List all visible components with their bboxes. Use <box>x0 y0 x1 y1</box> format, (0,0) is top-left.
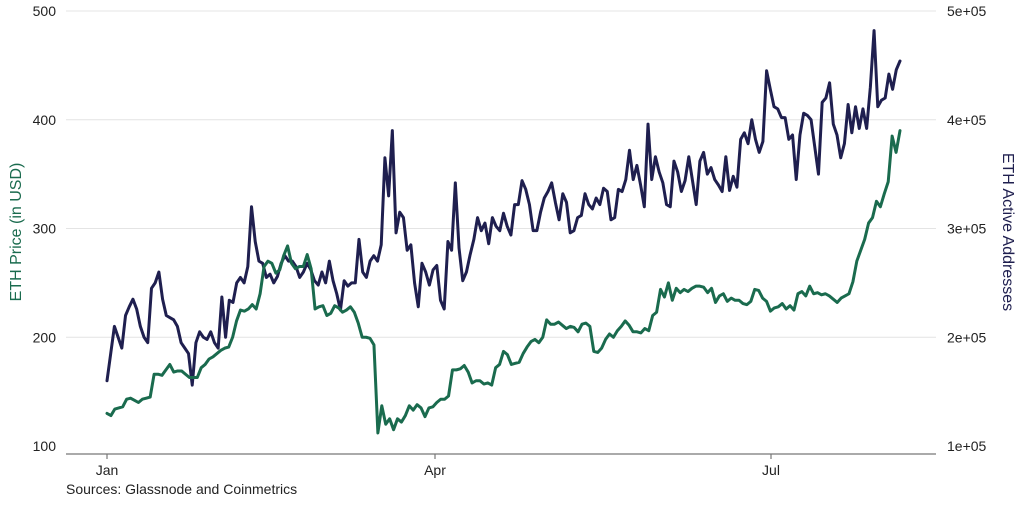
y-axis-left-title: ETH Price (in USD) <box>8 163 25 302</box>
y-left-tick-label-300: 300 <box>33 221 57 237</box>
y-right-tick-label-300000: 3e+05 <box>947 221 987 237</box>
axis-labels: Jan Apr Jul 100 200 300 400 500 1e+05 2e+05 3e+05 4… <box>33 3 987 478</box>
y-right-tick-label-400000: 4e+05 <box>947 112 987 128</box>
y-left-tick-label-500: 500 <box>33 3 57 19</box>
series-layer <box>105 29 902 435</box>
series-line-eth-price-in-usd <box>105 129 902 435</box>
grid-lines <box>66 10 936 338</box>
y-right-tick-label-200000: 2e+05 <box>947 329 987 345</box>
y-left-tick-label-100: 100 <box>33 438 57 454</box>
y-right-tick-label-500000: 5e+05 <box>947 3 987 19</box>
x-tick-label-jul: Jul <box>762 462 780 478</box>
x-tick-label-jan: Jan <box>96 462 119 478</box>
y-left-tick-label-400: 400 <box>33 112 57 128</box>
series-line-eth-active-addresses <box>105 29 902 387</box>
source-annotation: Sources: Glassnode and Coinmetrics <box>66 481 298 497</box>
axes <box>66 453 936 459</box>
y-axis-right-title: ETH Active Addresses <box>999 153 1016 311</box>
y-left-tick-label-200: 200 <box>33 329 57 345</box>
y-right-tick-label-100000: 1e+05 <box>947 438 987 454</box>
x-tick-label-apr: Apr <box>424 462 446 478</box>
